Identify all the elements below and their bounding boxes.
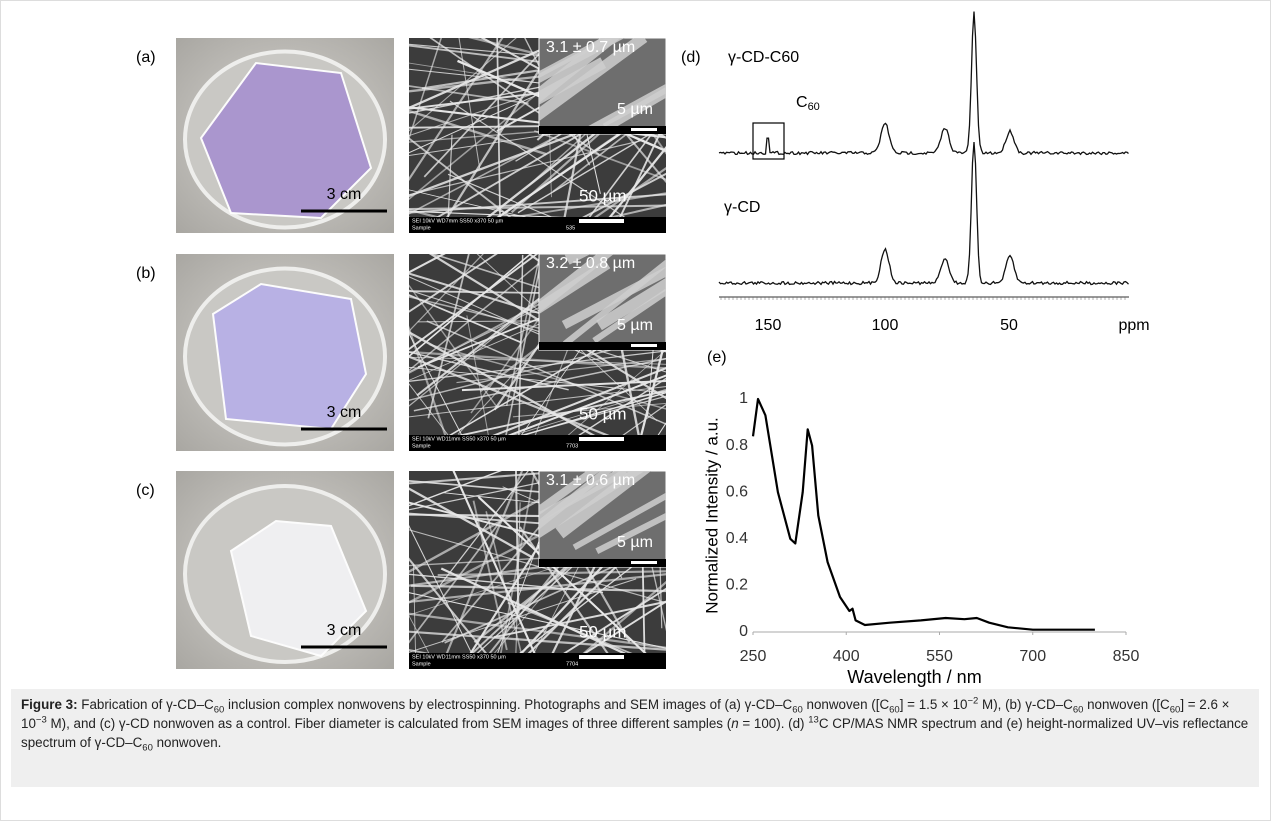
y-tick-label: 0.4 — [726, 530, 748, 547]
y-tick-label: 0.8 — [726, 437, 748, 454]
inset-scale: 5 µm — [617, 534, 653, 551]
nmr-tick-label: 100 — [872, 317, 899, 334]
x-tick-label: 400 — [833, 648, 860, 665]
sem-scale-bar — [579, 219, 624, 223]
marker-sub: 60 — [808, 101, 820, 113]
caption-text: 60 — [889, 705, 900, 716]
caption-text: −2 — [967, 696, 978, 707]
marker-label: C60 — [796, 94, 820, 113]
x-tick-label: 850 — [1113, 648, 1140, 665]
x-axis-label: Wavelength / nm — [847, 667, 981, 687]
diameter: 3.1 ± 0.7 µm — [546, 39, 635, 56]
photo-scale: 3 cm — [327, 186, 362, 203]
panel-label: (c) — [136, 482, 155, 499]
caption-text: 13 — [808, 715, 819, 726]
inset-scale: 5 µm — [617, 317, 653, 334]
photo-scale: 3 cm — [327, 622, 362, 639]
sem-scale: 50 µm — [579, 186, 627, 205]
caption-text: 60 — [1073, 705, 1084, 716]
photo-scale: 3 cm — [327, 404, 362, 421]
nmr-trace — [719, 142, 1129, 285]
sem-sample: Sample — [412, 661, 431, 667]
caption-text: M), and (c) γ-CD nonwoven as a control. … — [47, 716, 731, 731]
sem-info: SEI 10kV WD11mm SS50 x370 50 µm — [412, 654, 506, 660]
caption-text: 60 — [1170, 705, 1181, 716]
panel-label: (e) — [707, 349, 727, 366]
caption-text: 60 — [214, 705, 225, 716]
inset-scale-bar — [631, 344, 657, 347]
sem-info: SEI 10kV WD7mm SS50 x370 50 µm — [412, 218, 504, 224]
marker-base: C — [796, 94, 808, 111]
diameter: 3.2 ± 0.8 µm — [546, 255, 635, 272]
caption-text: 60 — [792, 705, 803, 716]
caption-text: Fabrication of γ-CD–C — [78, 697, 214, 712]
caption-text: M), (b) γ-CD–C — [978, 697, 1072, 712]
caption-text: ] = 1.5 × 10 — [900, 697, 968, 712]
caption-text: = 100). (d) — [739, 716, 809, 731]
trace-label: γ-CD-C60 — [728, 49, 799, 66]
y-axis-label: Normalized Intensity / a.u. — [702, 417, 721, 614]
x-tick-label: 700 — [1019, 648, 1046, 665]
sem-id: 7704 — [566, 661, 578, 667]
caption-label: Figure 3: — [21, 697, 78, 712]
nmr-trace — [719, 12, 1129, 155]
caption-text: 60 — [142, 743, 153, 754]
y-tick-label: 0 — [739, 623, 748, 640]
inset-scale-bar — [631, 561, 657, 564]
sem-id: 535 — [566, 225, 575, 231]
uv-curve — [753, 399, 1095, 630]
panel-label: (a) — [136, 49, 156, 66]
trace-label: γ-CD — [724, 199, 760, 216]
nmr-tick-label: 150 — [755, 317, 782, 334]
diameter: 3.1 ± 0.6 µm — [546, 472, 635, 489]
sem-sample: Sample — [412, 225, 431, 231]
sem-scale: 50 µm — [579, 404, 627, 423]
caption-text: nonwoven ([C — [803, 697, 889, 712]
x-tick-label: 550 — [926, 648, 953, 665]
panel-label: (b) — [136, 265, 156, 282]
caption-text: inclusion complex nonwovens by electrosp… — [224, 697, 792, 712]
x-tick-label: 250 — [740, 648, 767, 665]
nmr-tick-label: 50 — [1000, 317, 1018, 334]
y-tick-label: 1 — [739, 390, 748, 407]
figure-graphics: (a)3 cmSEI 10kV WD7mm SS50 x370 50 µmSam… — [1, 1, 1270, 689]
caption-text: n — [731, 716, 738, 731]
y-tick-label: 0.2 — [726, 577, 748, 594]
figure: (a)3 cmSEI 10kV WD7mm SS50 x370 50 µmSam… — [0, 0, 1271, 821]
inset-scale-bar — [631, 128, 657, 131]
caption-text: nonwoven. — [153, 735, 222, 750]
sem-info: SEI 10kV WD11mm SS50 x370 50 µm — [412, 436, 506, 442]
sem-scale: 50 µm — [579, 622, 627, 641]
sem-scale-bar — [579, 437, 624, 441]
caption-text: nonwoven ([C — [1083, 697, 1169, 712]
panel-label: (d) — [681, 49, 701, 66]
sem-id: 7703 — [566, 443, 578, 449]
sem-scale-bar — [579, 655, 624, 659]
sem-sample: Sample — [412, 443, 431, 449]
caption: Figure 3: Fabrication of γ-CD–C60 inclus… — [11, 689, 1259, 787]
nmr-unit: ppm — [1118, 317, 1149, 334]
inset-scale: 5 µm — [617, 101, 653, 118]
y-tick-label: 0.6 — [726, 483, 748, 500]
caption-text: −3 — [36, 715, 47, 726]
